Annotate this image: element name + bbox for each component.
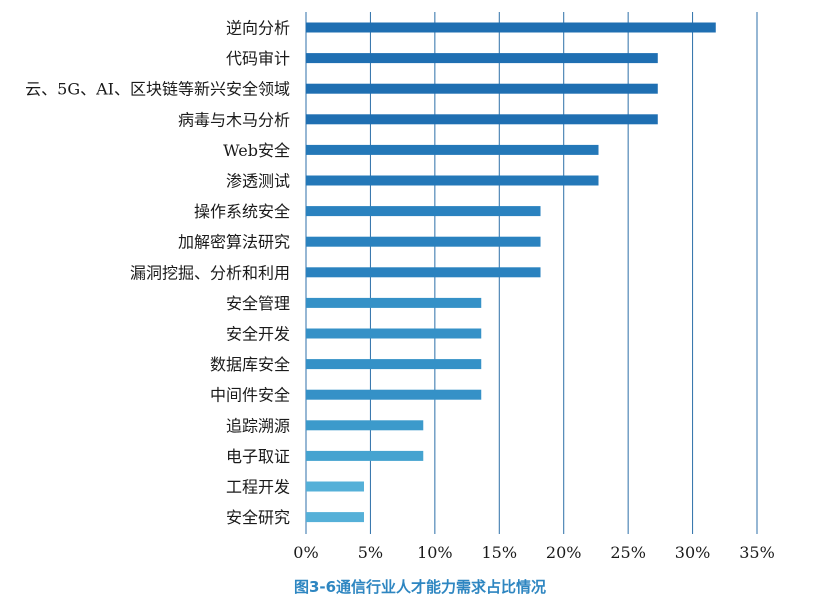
bars — [306, 22, 716, 523]
x-tick-label: 5% — [358, 543, 383, 562]
bar — [306, 175, 599, 186]
x-tick-label: 20% — [546, 543, 582, 562]
category-label: 渗透测试 — [226, 172, 290, 191]
bar — [306, 206, 541, 217]
category-label: 病毒与木马分析 — [178, 110, 290, 129]
category-label: Web安全 — [223, 141, 290, 160]
bar — [306, 53, 658, 64]
chart-title: 图3-6通信行业人才能力需求占比情况 — [294, 578, 546, 596]
bar — [306, 359, 482, 370]
category-label: 操作系统安全 — [194, 202, 290, 221]
category-label: 工程开发 — [226, 478, 290, 497]
category-label: 加解密算法研究 — [178, 233, 290, 252]
category-label: 漏洞挖掘、分析和利用 — [130, 263, 290, 282]
bar — [306, 450, 424, 461]
x-tick-label: 10% — [417, 543, 453, 562]
bar — [306, 481, 364, 492]
bar — [306, 144, 599, 155]
bar — [306, 389, 482, 400]
bar — [306, 512, 364, 523]
x-tick-label: 35% — [739, 543, 775, 562]
category-label: 云、5G、AI、区块链等新兴安全领域 — [25, 80, 290, 99]
bar — [306, 22, 716, 33]
x-tick-label: 25% — [610, 543, 646, 562]
category-label: 安全管理 — [226, 294, 290, 313]
category-label: 逆向分析 — [226, 19, 290, 38]
bar — [306, 297, 482, 308]
category-label: 数据库安全 — [210, 355, 290, 374]
category-label: 追踪溯源 — [226, 416, 290, 435]
bar — [306, 83, 658, 94]
category-label: 安全开发 — [226, 325, 290, 344]
category-label: 电子取证 — [226, 447, 290, 466]
x-tick-label: 15% — [482, 543, 518, 562]
category-label: 中间件安全 — [210, 386, 290, 405]
bar — [306, 114, 658, 125]
x-tick-label: 30% — [675, 543, 711, 562]
bar — [306, 328, 482, 339]
x-axis-ticks: 0% 5% 10% 15% 20% 25% 30% 35% — [293, 543, 774, 562]
bar — [306, 420, 424, 431]
category-label: 安全研究 — [226, 508, 290, 527]
category-label: 代码审计 — [226, 49, 290, 68]
bar — [306, 267, 541, 278]
bar — [306, 236, 541, 247]
x-tick-label: 0% — [293, 543, 318, 562]
